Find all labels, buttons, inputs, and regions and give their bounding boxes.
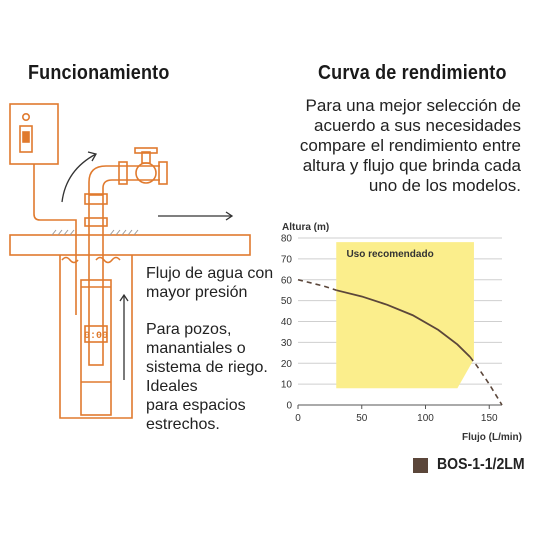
flow-note: Flujo de agua con mayor presión [146, 265, 274, 301]
pipe-collar [84, 193, 108, 205]
series-curve-dashed-end [469, 356, 503, 406]
performance-chart: Uso recomendado 0 10 20 30 40 50 60 70 80 0 50 100 1… [281, 222, 522, 443]
control-box-icon [9, 103, 59, 165]
x-axis-label: Flujo (L/min) [462, 432, 522, 443]
series-curve-dashed-start [297, 278, 337, 291]
well-casing [59, 255, 133, 419]
y-tick-label: 40 [281, 317, 293, 328]
left-title: Funcionamiento [28, 62, 170, 84]
recommended-zone-label: Uso recomendado [346, 249, 433, 260]
description-text: Para una mejor selección de acuerdo a su… [299, 96, 521, 195]
y-tick-label: 30 [281, 338, 293, 349]
use-note: Para pozos, manantiales o sistema de rie… [146, 321, 268, 433]
valve-icon [134, 147, 168, 185]
y-tick-label: 10 [281, 380, 293, 391]
pump-icon [80, 279, 112, 416]
pipe-flange [118, 161, 128, 185]
water-wave-icon [61, 256, 121, 264]
y-tick-label: 70 [281, 254, 293, 265]
y-tick-label: 20 [281, 359, 293, 370]
x-tick-label: 150 [481, 413, 498, 424]
y-tick-label: 80 [281, 234, 293, 245]
x-tick-label: 0 [295, 413, 301, 424]
pipe-collar [84, 217, 108, 227]
y-axis-label: Altura (m) [282, 222, 329, 233]
legend-swatch [413, 458, 428, 473]
pump-installation-illustration: 0:00 [9, 103, 251, 419]
ground-slab [9, 234, 251, 256]
outlet-elbow [88, 165, 160, 195]
x-tick-label: 50 [356, 413, 368, 424]
pump-display-text: 0:00 [84, 331, 108, 342]
x-tick-label: 100 [417, 413, 434, 424]
flow-arrow-icon [61, 151, 234, 380]
y-tick-label: 50 [281, 296, 293, 307]
right-title: Curva de rendimiento [318, 62, 507, 84]
legend-label: BOS-1-1/2LM [437, 456, 525, 473]
recommended-zone [336, 242, 474, 389]
power-cable [33, 164, 77, 315]
switch-icon [19, 112, 33, 153]
y-tick-label: 0 [286, 401, 292, 412]
y-tick-label: 60 [281, 275, 293, 286]
